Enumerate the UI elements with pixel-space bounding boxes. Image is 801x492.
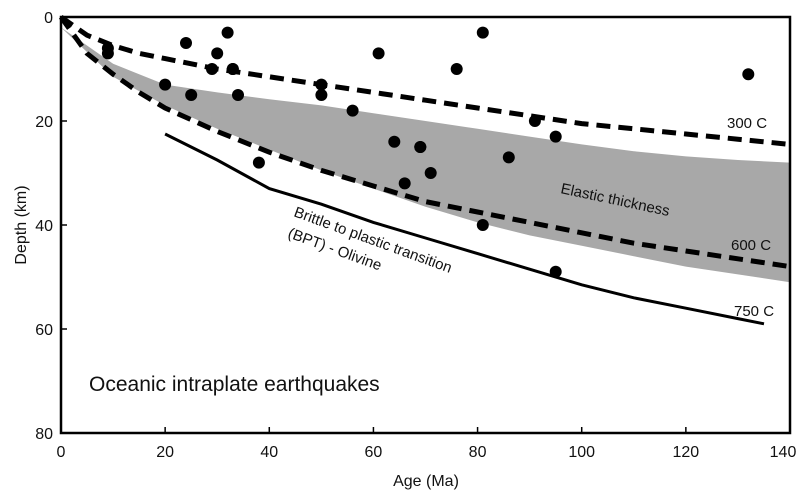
- earthquake-point: [346, 104, 359, 117]
- earthquake-point: [226, 63, 239, 75]
- x-tick-label: 60: [365, 444, 383, 461]
- earthquake-point: [502, 151, 515, 164]
- earthquake-point: [315, 89, 328, 101]
- earthquake-point: [101, 47, 114, 60]
- x-axis-label: Age (Ma): [393, 473, 459, 490]
- earthquake-point: [398, 177, 411, 190]
- y-tick-label: 20: [35, 114, 53, 131]
- earthquake-point: [742, 68, 755, 81]
- curves-layer: [58, 14, 791, 326]
- earthquake-point: [424, 167, 437, 179]
- earthquake-point: [549, 265, 562, 278]
- elastic-thickness-band: [61, 27, 790, 283]
- x-tick-label: 140: [770, 444, 797, 461]
- x-tick-label: 40: [260, 444, 278, 461]
- x-tick-label: 120: [673, 444, 700, 461]
- x-axis-ticks: 0 20 40 60 80 100 120 140: [57, 427, 797, 461]
- x-tick-label: 0: [57, 444, 66, 461]
- earthquake-point: [414, 141, 427, 153]
- x-tick-label: 20: [156, 444, 174, 461]
- earthquake-point: [206, 63, 218, 75]
- chart-title: Oceanic intraplate earthquakes: [89, 373, 380, 396]
- x-tick-label: 100: [568, 444, 595, 461]
- earthquake-point: [476, 26, 489, 39]
- y-tick-label: 60: [35, 322, 53, 339]
- earthquake-point: [476, 219, 489, 231]
- earthquake-point: [549, 130, 562, 143]
- isotherm-300c-line: [59, 14, 791, 147]
- earthquake-point: [185, 89, 198, 101]
- earthquake-point: [221, 26, 234, 39]
- earthquake-point: [450, 63, 463, 75]
- earthquake-point: [528, 115, 541, 127]
- isotherm-600c-line: [58, 15, 791, 270]
- y-tick-label: 40: [35, 218, 53, 235]
- earthquake-point: [315, 78, 328, 91]
- bpt-temperature-label: 750 C: [734, 303, 774, 320]
- isotherm-600-label: 600 C: [731, 237, 771, 254]
- isotherm-300-label: 300 C: [727, 115, 767, 132]
- y-axis-ticks: 0 20 40 60 80: [35, 10, 67, 443]
- y-tick-label: 0: [44, 10, 53, 27]
- y-tick-label: 80: [35, 426, 53, 443]
- earthquake-point: [372, 47, 385, 60]
- earthquake-point: [180, 37, 192, 49]
- earthquake-point: [252, 156, 265, 169]
- earthquake-points-layer: [101, 26, 755, 278]
- elastic-thickness-band-layer: [61, 27, 790, 283]
- earthquake-point: [159, 78, 172, 91]
- earthquake-point: [232, 89, 244, 101]
- earthquake-point: [388, 135, 401, 148]
- earthquake-point: [211, 47, 224, 60]
- x-tick-label: 80: [469, 444, 487, 461]
- bpt-line: [164, 132, 765, 326]
- y-axis-label: Depth (km): [13, 185, 30, 264]
